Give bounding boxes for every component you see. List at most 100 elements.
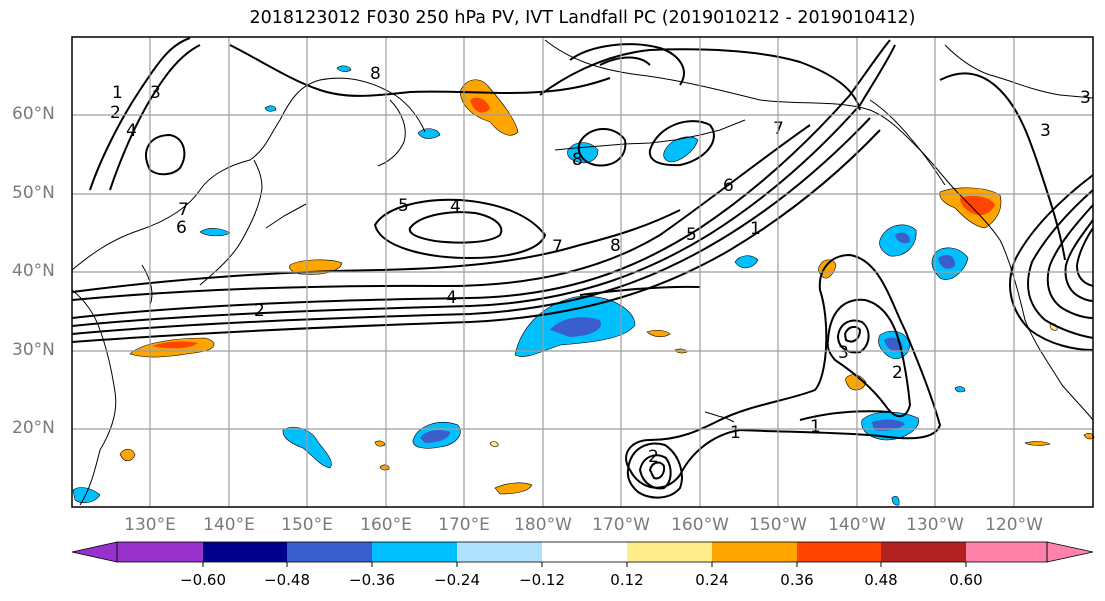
contour-label: 2 [648, 447, 659, 467]
pv-contour [1064, 219, 1094, 302]
colorbar-tick-label: 0.36 [780, 571, 814, 589]
lat-label: 40°N [12, 261, 55, 281]
contour-label: 1 [730, 423, 741, 443]
colorbar-tick-label: −0.24 [434, 571, 480, 589]
pv-contour [648, 120, 715, 167]
contour-label: 8 [370, 64, 381, 84]
ivt-contour [638, 454, 672, 490]
colorbar-segment [881, 542, 966, 562]
orange-patch [374, 440, 386, 447]
ivt-contour [626, 442, 683, 499]
colorbar-tick-label: 0.24 [695, 571, 729, 589]
pv-contour [408, 211, 503, 244]
coastline-china [71, 289, 117, 506]
lon-label: 140°W [828, 515, 886, 535]
colorbar-segment [203, 542, 287, 562]
contour-label: 8 [610, 236, 621, 256]
colorbar-segment [797, 542, 881, 562]
pv-contour [1075, 227, 1094, 287]
lat-label: 60°N [12, 104, 55, 124]
ivt-contour [648, 461, 666, 480]
pv-contour [939, 72, 1066, 261]
contour-label: 4 [126, 121, 137, 141]
graticule [72, 37, 1093, 507]
pv-contour [539, 48, 861, 111]
orange-patch [818, 259, 837, 279]
orange-patch [1024, 441, 1051, 446]
lon-label: 180°W [514, 515, 572, 535]
colorbar-extend-left [71, 541, 118, 563]
blue-patch [938, 254, 956, 269]
contour-label: 3 [1040, 121, 1051, 141]
contour-label: 3 [150, 83, 161, 103]
pv-contour [579, 285, 701, 296]
pv-contour [71, 44, 896, 327]
coastline-kuril [265, 203, 307, 229]
pv-contour [1009, 174, 1094, 351]
ivt-contour [843, 325, 862, 343]
pv-contour [569, 43, 685, 86]
colorbar-segment [542, 542, 627, 562]
colorbar-segment [372, 542, 457, 562]
orange-patch [646, 329, 671, 338]
ivt-contour [836, 319, 870, 354]
blue-patch [420, 430, 450, 443]
colorbar-extend-right [1046, 541, 1094, 563]
pv-contours [71, 37, 1094, 351]
coastline-korea [141, 264, 153, 306]
lon-label: 130°W [906, 515, 964, 535]
pv-contour [71, 124, 811, 301]
blue-patch [663, 136, 699, 163]
colorbar-segment [117, 542, 203, 562]
lat-label: 30°N [12, 340, 55, 360]
contour-label: 1 [810, 417, 821, 437]
pv-contour [71, 209, 681, 293]
coastlines [71, 39, 1094, 506]
colorbar-segment [457, 542, 542, 562]
colorbar-tick-label: −0.60 [180, 571, 226, 589]
pv-contour [373, 198, 547, 260]
contour-label: 3 [1080, 88, 1091, 108]
coastline-bc [869, 99, 946, 186]
colorbar-segment [712, 542, 797, 562]
contour-label: 6 [723, 176, 734, 196]
orange-patch [494, 482, 533, 495]
colorbar-outline [116, 541, 1048, 563]
lon-label: 120°W [985, 515, 1043, 535]
lon-label: 150°E [281, 515, 333, 535]
contour-label: 3 [838, 343, 849, 363]
colorbar-tick-label: −0.48 [264, 571, 310, 589]
contour-label-group: 1 2 3 4 5 6 7 8 1 2 4 6 7 8 5 4 7 8 1 3 … [110, 64, 1091, 467]
colorbar-segment [627, 542, 712, 562]
orange-patch [489, 441, 499, 447]
lat-label: 20°N [12, 418, 55, 438]
orange-patch [119, 448, 136, 462]
contour-label: 2 [892, 363, 903, 383]
colorbar-tick-label: 0.60 [949, 571, 983, 589]
orange-patch [960, 196, 995, 216]
blue-patch [872, 419, 905, 431]
pv-contour [229, 44, 611, 97]
lon-label: 170°W [592, 515, 650, 535]
plot-title: 2018123012 F030 250 hPa PV, IVT Landfall… [249, 8, 916, 28]
coastline-kamchatka [377, 99, 406, 167]
lon-label: 130°E [124, 515, 176, 535]
colorbar-segment [966, 542, 1047, 562]
lon-label: 170°E [438, 515, 490, 535]
contour-label: 6 [176, 218, 187, 238]
blue-patch [417, 128, 441, 139]
pv-contour [145, 133, 186, 176]
pv-contour [1046, 204, 1094, 319]
blue-patch [199, 228, 231, 237]
orange-patch [152, 341, 198, 349]
map-frame [71, 36, 1094, 508]
pv-contour [1027, 189, 1094, 339]
blue-patch [895, 232, 910, 244]
lat-label: 50°N [12, 183, 55, 203]
lon-label: 140°E [203, 515, 255, 535]
colorbar-tick-label: 0.48 [864, 571, 898, 589]
contour-label: 5 [686, 225, 697, 245]
colorbar-segment [287, 542, 372, 562]
pv-contour [599, 56, 651, 66]
